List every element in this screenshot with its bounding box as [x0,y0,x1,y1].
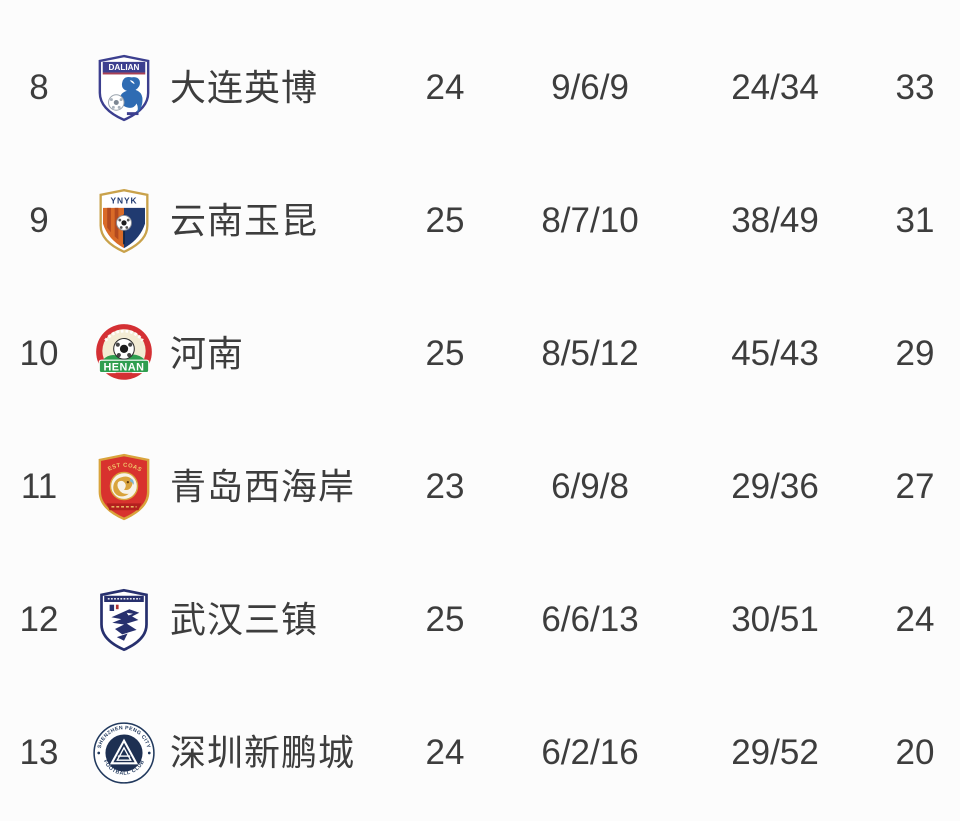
rank-cell: 8 [29,68,49,107]
rank-cell: 9 [29,201,49,240]
goals-for-against: 24/34 [731,68,819,107]
svg-text:YNYK: YNYK [110,195,137,205]
table-row[interactable]: 8 DALIAN 大连英博 24 9/6/9 24/34 33 [0,21,960,154]
dalian-yingbo-logo-icon: DALIAN [78,52,170,124]
goals-for-against: 30/51 [731,600,819,639]
win-draw-loss: 6/6/13 [541,600,639,639]
rank-cell: 11 [20,467,58,506]
points: 27 [895,467,935,506]
team-name: 大连英博 [170,66,319,108]
matches-played: 25 [425,334,465,373]
goals-for-against: 29/36 [731,467,819,506]
win-draw-loss: 9/6/9 [551,68,629,107]
goals-for-against: 38/49 [731,201,819,240]
qingdao-west-coast-logo-icon: WEST COAST [78,451,170,523]
wuhan-three-towns-logo-icon [78,586,170,654]
table-row[interactable]: 12 武汉三镇 25 6/6/13 30/51 24 [0,553,960,686]
rank-cell: 12 [19,600,59,639]
win-draw-loss: 6/9/8 [551,467,629,506]
team-name: 青岛西海岸 [170,465,356,507]
rank-cell: 13 [19,733,59,772]
goals-for-against: 45/43 [731,334,819,373]
shenzhen-peng-city-logo-icon: SHENZHEN PENG CITY FOOTBALL CLUB [78,720,170,786]
team-name: 云南玉昆 [170,199,319,241]
matches-played: 24 [425,733,465,772]
team-name: 河南 [170,332,245,374]
points: 20 [895,733,935,772]
matches-played: 25 [425,600,465,639]
points: 29 [895,334,935,373]
yunnan-yukun-logo-icon: YNYK [78,186,170,256]
rank-cell: 10 [19,334,59,373]
win-draw-loss: 6/2/16 [541,733,639,772]
points: 24 [895,600,935,639]
points: 31 [895,201,935,240]
win-draw-loss: 8/5/12 [541,334,639,373]
win-draw-loss: 8/7/10 [541,201,639,240]
points: 33 [895,68,935,107]
table-row[interactable]: 13 SHENZHEN PENG CITY FOOTBALL CLUB [0,686,960,819]
matches-played: 25 [425,201,465,240]
team-name: 深圳新鹏城 [170,731,356,773]
table-row[interactable]: 11 WEST COAST 青岛西海岸 23 6/9/8 29/36 27 [0,420,960,553]
team-name: 武汉三镇 [170,598,319,640]
goals-for-against: 29/52 [731,733,819,772]
matches-played: 23 [425,467,465,506]
svg-text:DALIAN: DALIAN [109,63,140,72]
matches-played: 24 [425,68,465,107]
svg-text:HENAN: HENAN [103,361,144,373]
table-row[interactable]: 10 HENAN 河南 25 8/5/12 45/43 29 [0,287,960,420]
henan-logo-icon: HENAN [78,321,170,387]
table-row[interactable]: 9 YNYK 云南玉昆 25 8/7/10 38/49 31 [0,154,960,287]
